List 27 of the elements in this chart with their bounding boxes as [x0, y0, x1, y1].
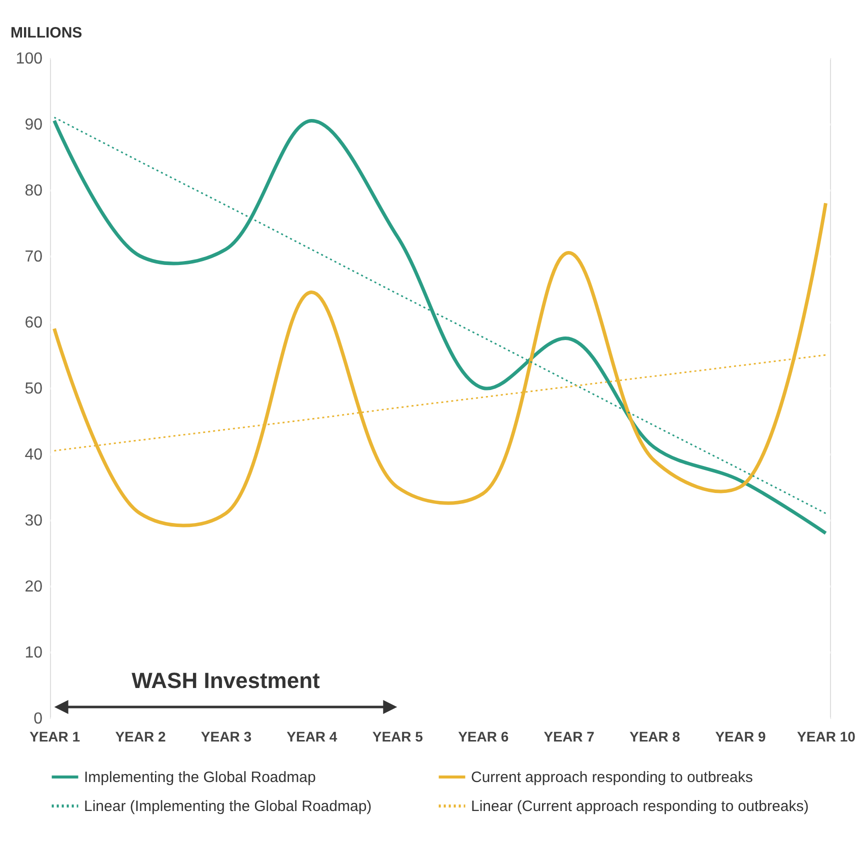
y-tick-label: 60 [24, 314, 43, 332]
y-tick-label: 50 [24, 380, 43, 398]
x-tick-label: YEAR 2 [115, 728, 166, 744]
y-tick-label: 80 [24, 182, 43, 200]
x-tick-label: YEAR 3 [200, 728, 252, 744]
y-tick-label: 70 [24, 248, 43, 266]
y-tick-label: 30 [24, 512, 43, 530]
legend-label: Implementing the Global Roadmap [84, 769, 316, 786]
x-tick-label: YEAR 7 [544, 728, 595, 744]
x-tick-label: YEAR 6 [458, 728, 509, 744]
legend-label: Current approach responding to outbreaks [471, 769, 753, 786]
x-tick-label: YEAR 8 [629, 728, 680, 744]
annotation: WASH Investment [132, 668, 321, 693]
y-tick-label: 20 [24, 578, 43, 596]
y-tick-label: 40 [24, 446, 43, 464]
y-tick-label: 10 [24, 644, 43, 662]
y-tick-label: 0 [34, 710, 43, 728]
x-tick-label: YEAR 4 [286, 728, 338, 744]
legend-label: Linear (Current approach responding to outbreaks) [471, 798, 809, 815]
x-tick-label: YEAR 1 [29, 728, 80, 744]
y-tick-label: 90 [24, 116, 43, 134]
legend-label: Linear (Implementing the Global Roadmap) [84, 798, 372, 815]
x-tick-label: YEAR 5 [372, 728, 424, 744]
y-tick-label: 100 [16, 50, 43, 68]
y-axis-title: MILLIONS [10, 24, 82, 42]
x-tick-label: YEAR 9 [715, 728, 766, 744]
x-tick-label: YEAR 10 [797, 728, 856, 744]
